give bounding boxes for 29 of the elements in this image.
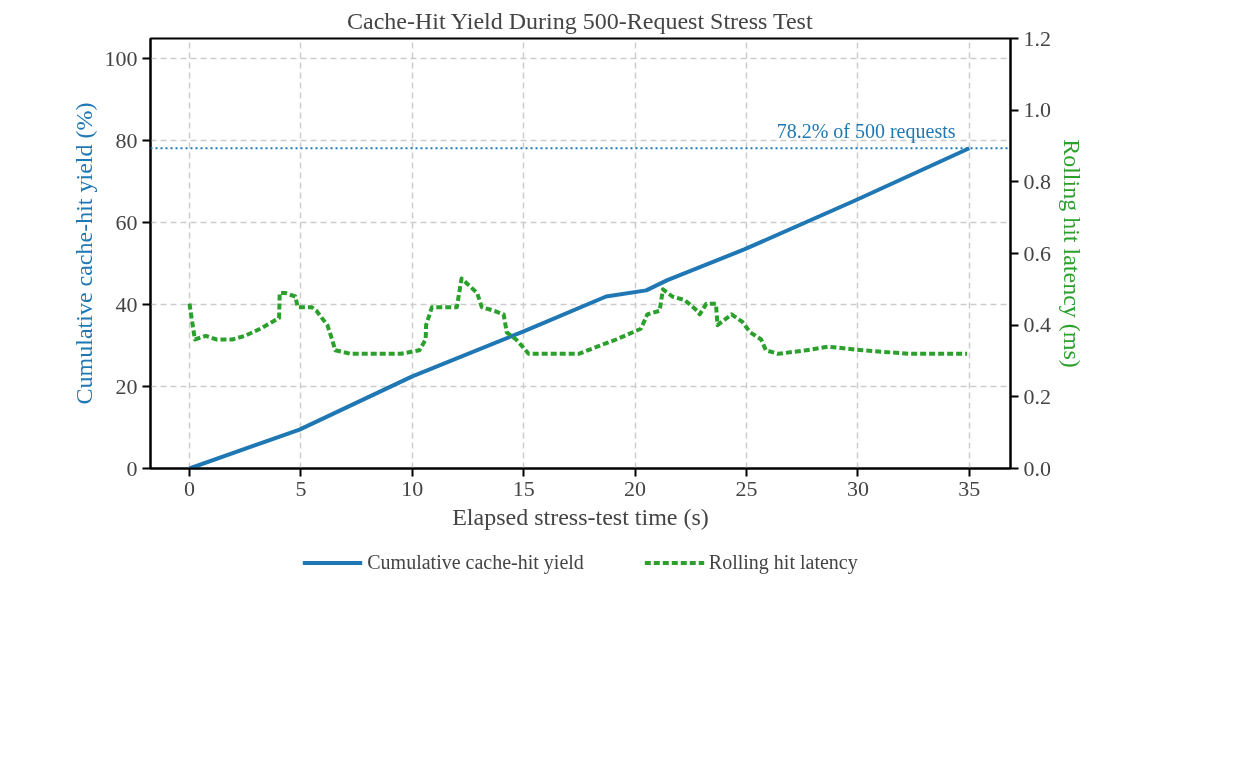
x-tick-label: 25 [735, 475, 758, 501]
y-tick-label: 20 [115, 373, 138, 399]
chart-title: Cache-Hit Yield During 500-Request Stress Test [347, 7, 813, 34]
x-tick-label: 35 [958, 475, 981, 501]
ref-line-label: 78.2% of 500 requests [776, 120, 956, 144]
y-axis-title: Cumulative cache-hit yield (%) [70, 102, 97, 405]
legend-label: Cumulative cache-hit yield [367, 550, 584, 574]
y-tick-label: 40 [115, 291, 138, 317]
x-tick-label: 10 [401, 475, 424, 501]
y-tick-label: 0 [126, 455, 138, 481]
line-series [187, 276, 970, 356]
y-tick-label: 100 [104, 45, 138, 71]
legend-label: Rolling hit latency [708, 550, 858, 574]
x-axis-title: Elapsed stress-test time (s) [452, 503, 709, 530]
x-tick-label: 0 [183, 475, 195, 501]
x-tick-label: 20 [624, 475, 647, 501]
y2-tick-label: 0.6 [1023, 240, 1051, 266]
y2-tick-label: 0.8 [1023, 168, 1051, 194]
y2-tick-label: 0.2 [1023, 383, 1051, 409]
y2-tick-label: 0.0 [1023, 455, 1051, 481]
x-tick-label: 30 [846, 475, 869, 501]
y2-tick-label: 1.2 [1023, 25, 1051, 51]
y-tick-label: 80 [115, 127, 138, 153]
x-tick-label: 5 [295, 475, 307, 501]
y2-tick-label: 1.0 [1023, 97, 1051, 123]
y-tick-label: 60 [115, 209, 138, 235]
x-tick-label: 15 [512, 475, 535, 501]
y2-tick-label: 0.4 [1023, 312, 1051, 338]
y2-axis-title: Rolling hit latency (ms) [1059, 139, 1085, 368]
